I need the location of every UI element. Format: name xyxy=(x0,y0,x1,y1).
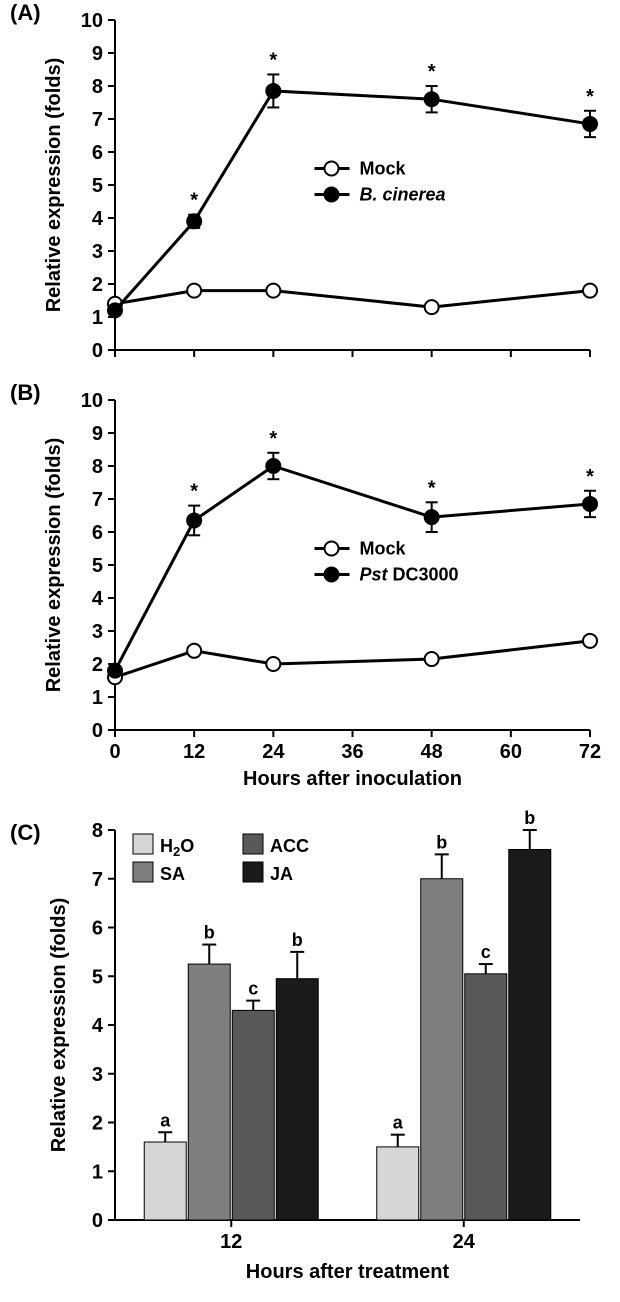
svg-text:5: 5 xyxy=(92,555,103,577)
svg-text:B. cinerea: B. cinerea xyxy=(360,185,446,205)
svg-text:a: a xyxy=(160,1110,171,1130)
svg-text:*: * xyxy=(190,190,198,212)
svg-text:1: 1 xyxy=(92,307,103,329)
bar-24-JA xyxy=(509,850,551,1221)
svg-text:8: 8 xyxy=(92,820,103,842)
svg-text:2: 2 xyxy=(92,1113,103,1135)
panel-label-A: (A) xyxy=(10,0,41,26)
svg-text:SA: SA xyxy=(160,864,185,884)
svg-text:24: 24 xyxy=(262,741,285,763)
svg-text:4: 4 xyxy=(92,1015,104,1037)
bar-12-SA xyxy=(188,964,230,1220)
svg-text:1: 1 xyxy=(92,687,103,709)
svg-text:*: * xyxy=(269,49,277,71)
bar-12-H2O xyxy=(144,1142,186,1220)
svg-text:Relative expression (folds): Relative expression (folds) xyxy=(43,438,65,693)
svg-text:c: c xyxy=(248,979,258,999)
svg-text:a: a xyxy=(393,1113,404,1133)
svg-text:Pst DC3000: Pst DC3000 xyxy=(360,565,459,585)
svg-text:0: 0 xyxy=(92,1210,103,1232)
svg-text:3: 3 xyxy=(92,621,103,643)
bar-24-ACC xyxy=(465,974,507,1220)
svg-text:Hours after treatment: Hours after treatment xyxy=(246,1261,450,1283)
svg-text:*: * xyxy=(428,61,436,83)
svg-text:0: 0 xyxy=(109,741,120,763)
svg-text:6: 6 xyxy=(92,142,103,164)
svg-text:*: * xyxy=(428,477,436,499)
bar-12-JA xyxy=(276,979,318,1220)
svg-text:6: 6 xyxy=(92,918,103,940)
svg-text:JA: JA xyxy=(270,864,293,884)
svg-text:9: 9 xyxy=(92,43,103,65)
svg-text:2: 2 xyxy=(92,654,103,676)
svg-text:10: 10 xyxy=(81,10,103,32)
svg-text:36: 36 xyxy=(341,741,363,763)
panel-A: (A) 0 1 2 3 4 5 6 7 8 9 10 Relative expression (fold… xyxy=(10,0,610,380)
svg-text:c: c xyxy=(481,942,491,962)
panel-label-B: (B) xyxy=(10,380,41,406)
svg-text:12: 12 xyxy=(220,1231,242,1253)
svg-text:Relative expression (folds): Relative expression (folds) xyxy=(43,58,65,313)
panel-C: (C)012345678Relative expression (folds)H… xyxy=(10,810,610,1290)
svg-text:0: 0 xyxy=(92,340,103,362)
svg-text:4: 4 xyxy=(92,588,104,610)
svg-text:ACC: ACC xyxy=(270,836,309,856)
svg-text:12: 12 xyxy=(183,741,205,763)
svg-text:3: 3 xyxy=(92,1064,103,1086)
svg-text:9: 9 xyxy=(92,423,103,445)
bar-24-H2O xyxy=(377,1147,419,1220)
svg-text:b: b xyxy=(204,923,215,943)
svg-text:*: * xyxy=(586,86,594,108)
bar-24-SA xyxy=(421,879,463,1220)
svg-text:Hours after inoculation: Hours after inoculation xyxy=(243,768,462,790)
svg-text:48: 48 xyxy=(421,741,443,763)
svg-text:*: * xyxy=(190,481,198,503)
bar-12-ACC xyxy=(232,1010,274,1220)
svg-text:8: 8 xyxy=(92,456,103,478)
svg-text:0: 0 xyxy=(92,720,103,742)
svg-text:60: 60 xyxy=(500,741,522,763)
svg-text:24: 24 xyxy=(453,1231,476,1253)
svg-text:72: 72 xyxy=(579,741,601,763)
svg-text:2: 2 xyxy=(92,274,103,296)
svg-text:*: * xyxy=(269,428,277,450)
svg-text:H2O: H2O xyxy=(160,836,194,859)
svg-text:5: 5 xyxy=(92,966,103,988)
svg-text:b: b xyxy=(292,930,303,950)
svg-text:7: 7 xyxy=(92,489,103,511)
svg-text:*: * xyxy=(586,466,594,488)
svg-text:6: 6 xyxy=(92,522,103,544)
svg-text:b: b xyxy=(524,810,535,828)
svg-text:Mock: Mock xyxy=(360,539,407,559)
svg-text:7: 7 xyxy=(92,109,103,131)
svg-text:1: 1 xyxy=(92,1161,103,1183)
svg-text:7: 7 xyxy=(92,869,103,891)
svg-text:4: 4 xyxy=(92,208,104,230)
svg-text:5: 5 xyxy=(92,175,103,197)
svg-text:Relative expression (folds): Relative expression (folds) xyxy=(48,898,70,1153)
svg-text:8: 8 xyxy=(92,76,103,98)
svg-text:Mock: Mock xyxy=(360,159,407,179)
svg-text:b: b xyxy=(436,832,447,852)
svg-text:3: 3 xyxy=(92,241,103,263)
svg-text:10: 10 xyxy=(81,390,103,412)
panel-B: (B)0123456789100122436486072Relative exp… xyxy=(10,380,610,800)
